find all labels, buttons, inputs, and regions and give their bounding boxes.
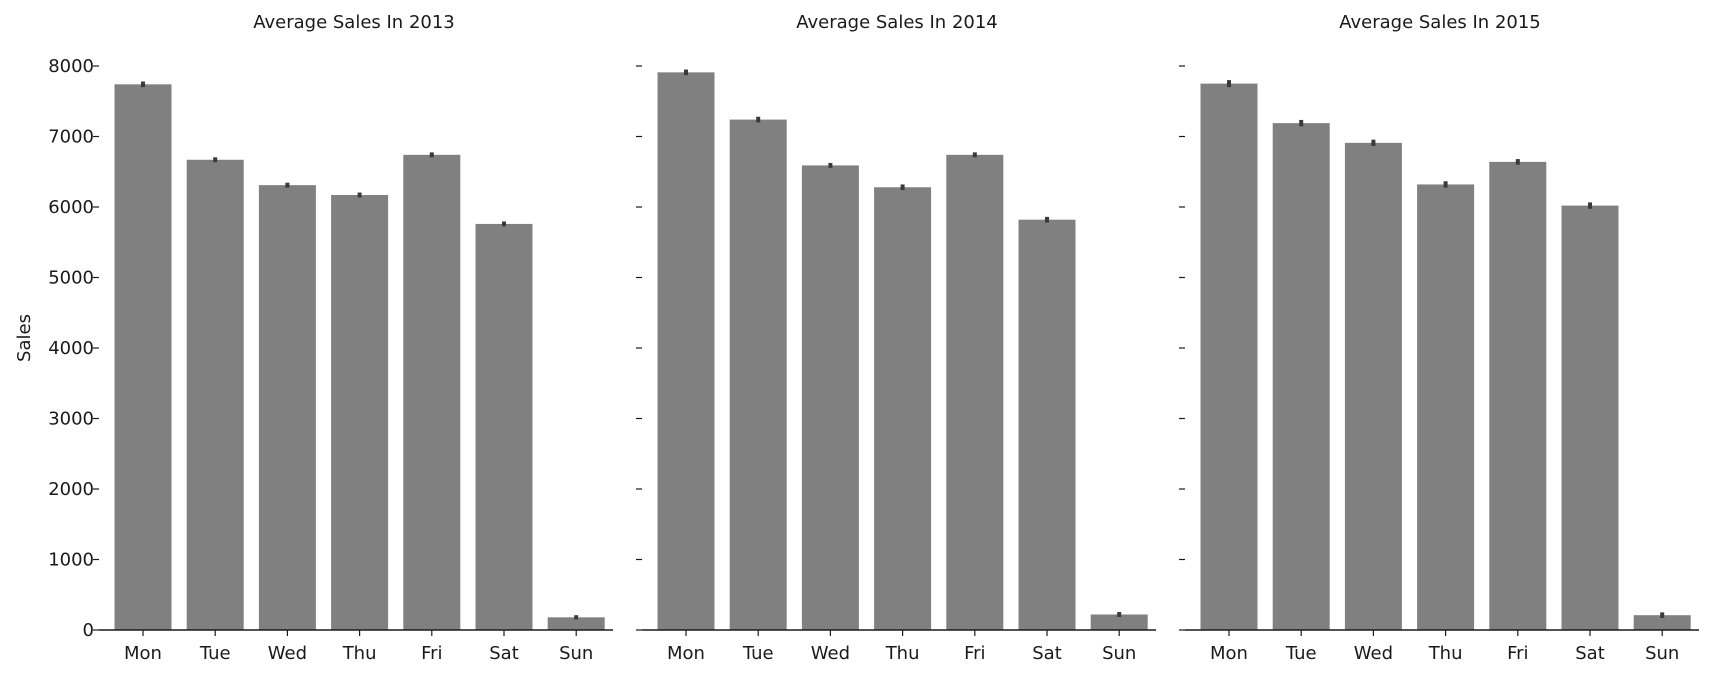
bar-thu [874, 187, 932, 630]
bar-tue [1272, 123, 1330, 630]
x-tick-label: Thu [885, 643, 920, 664]
x-tick-label: Sun [559, 643, 593, 664]
bar-mon [1200, 83, 1258, 630]
y-tick-label: 5000 [48, 268, 94, 289]
x-tick-label: Fri [1507, 643, 1528, 664]
x-tick-label: Mon [124, 643, 162, 664]
bar-tue [186, 159, 244, 630]
x-tick-label: Wed [1354, 643, 1393, 664]
chart-title: Average Sales In 2015 [1339, 12, 1541, 33]
x-tick-label: Fri [964, 643, 985, 664]
x-tick-label: Sun [1645, 643, 1679, 664]
x-tick-label: Sat [1032, 643, 1062, 664]
y-tick-label: 2000 [48, 479, 94, 500]
chart-title: Average Sales In 2014 [796, 12, 998, 33]
y-tick-label: 1000 [48, 550, 94, 571]
bar-thu [1417, 184, 1475, 630]
bar-sat [1561, 205, 1619, 630]
x-tick-label: Thu [342, 643, 377, 664]
bar-thu [331, 195, 389, 630]
y-tick-label: 3000 [48, 409, 94, 430]
x-tick-label: Sat [1575, 643, 1605, 664]
bar-sun [547, 617, 605, 630]
x-tick-label: Mon [1210, 643, 1248, 664]
bar-sat [1018, 219, 1076, 630]
bar-sun [1090, 614, 1148, 630]
bar-fri [403, 154, 461, 630]
bar-wed [801, 165, 859, 630]
x-tick-label: Thu [1428, 643, 1463, 664]
x-tick-label: Sat [489, 643, 519, 664]
bar-wed [258, 185, 316, 630]
y-axis-label: Sales [14, 314, 35, 362]
y-tick-label: 7000 [48, 127, 94, 148]
x-tick-label: Mon [667, 643, 705, 664]
y-tick-label: 4000 [48, 338, 94, 359]
chart-title: Average Sales In 2013 [253, 12, 455, 33]
x-tick-label: Sun [1102, 643, 1136, 664]
x-tick-label: Wed [268, 643, 307, 664]
x-tick-label: Tue [1285, 643, 1317, 664]
y-tick-label: 8000 [48, 56, 94, 77]
bar-mon [114, 84, 172, 630]
y-tick-label: 0 [83, 620, 94, 641]
bar-fri [1489, 161, 1547, 630]
bar-mon [657, 72, 715, 631]
bar-tue [729, 119, 787, 630]
x-tick-label: Wed [811, 643, 850, 664]
bar-fri [946, 154, 1004, 630]
x-tick-label: Tue [742, 643, 774, 664]
bar-wed [1344, 142, 1402, 630]
y-tick-label: 6000 [48, 197, 94, 218]
bar-sat [475, 223, 533, 631]
bar-sun [1633, 615, 1691, 630]
x-tick-label: Tue [199, 643, 231, 664]
x-tick-label: Fri [421, 643, 442, 664]
